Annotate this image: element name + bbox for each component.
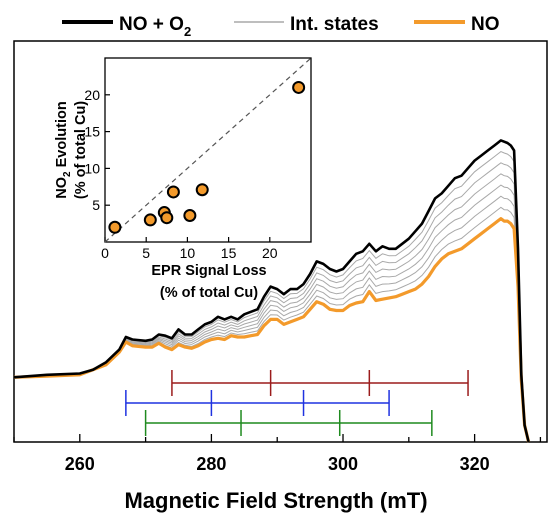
inset-x-tick-label: 15 [221,245,237,261]
inset-data-point [166,185,180,199]
inset-axes: 0 5 10 15 20 5 10 15 20 [84,87,277,261]
main-series-group [13,139,531,443]
inset-x-axis-label-line2: (% of total Cu) [160,285,258,301]
inset-scatter-plot: 0 5 10 15 20 5 10 15 20 EPR Signal Loss (% of to… [54,57,312,301]
intermediate-series-group [13,151,530,443]
inset-y-axis-label-line2: (% of total Cu) [73,101,89,199]
legend-label-start: NO + O2 [119,14,191,39]
inset-data-point [292,80,306,94]
no-o2-series-line [13,139,530,443]
inset-y-tick-label: 10 [84,160,100,176]
intermediate-series-line [13,151,530,443]
inset-y-tick-label: 15 [84,124,100,140]
no-series-line [13,217,531,443]
intermediate-series-line [13,184,530,443]
inset-x-tick-label: 10 [180,245,196,261]
inset-y-axis-label-line1: NO2 Evolution [54,101,73,198]
inset-x-tick-label: 5 [142,245,150,261]
inset-data-point [183,209,197,223]
main-x-tick-label: 280 [196,454,226,474]
stick-diagram-group [125,370,469,436]
inset-x-tick-label: 0 [101,245,109,261]
main-x-axis-label: Magnetic Field Strength (mT) [124,488,427,513]
legend-label-end: NO [471,14,500,35]
inset-x-axis-label-line1: EPR Signal Loss [151,263,266,279]
inset-y-tick-label: 5 [92,197,100,213]
inset-points [108,80,306,234]
inset-data-point [108,220,122,234]
main-plot-frame [13,40,548,443]
inset-x-tick-label: 20 [262,245,278,261]
inset-data-point [143,213,157,227]
main-x-tick-label: 300 [328,454,358,474]
intermediate-series-line [13,195,530,443]
inset-data-point [195,183,209,197]
inset-data-point [160,211,174,225]
inset-y-tick-label: 20 [84,87,100,103]
main-x-axis: 260 280 300 320 [13,434,542,474]
legend-label-intermediate: Int. states [290,14,379,35]
inset-reference-line [104,57,312,243]
intermediate-series-line [13,162,530,443]
intermediate-series-line [13,173,530,443]
main-x-tick-label: 260 [65,454,95,474]
main-x-tick-label: 320 [460,454,490,474]
legend: NO + O2 Int. states NO [62,14,500,39]
